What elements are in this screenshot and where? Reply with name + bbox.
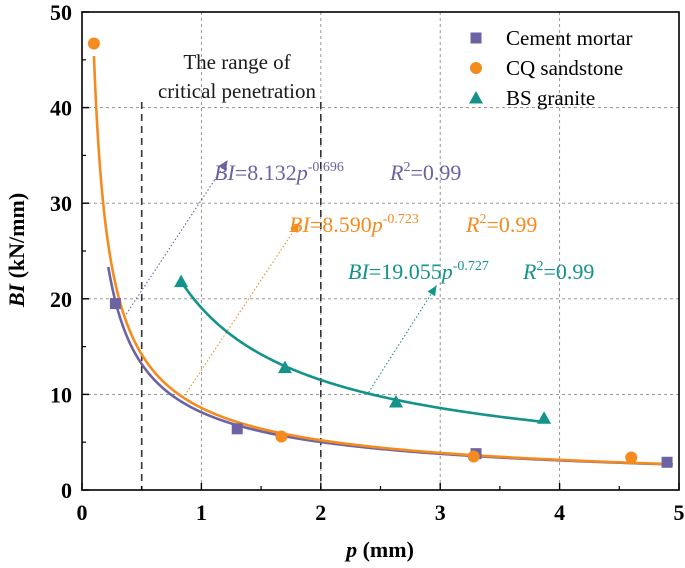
r-sup: 2 bbox=[536, 259, 543, 274]
r-label: R bbox=[465, 212, 480, 237]
r-squared-1: R2=0.99 bbox=[465, 212, 537, 237]
equation-2: BI=19.055p-0.727 bbox=[348, 259, 489, 284]
data-point-1-0 bbox=[87, 37, 100, 50]
y-tick-label: 10 bbox=[50, 382, 72, 407]
equation-arrow-1 bbox=[184, 222, 300, 396]
data-point-0-1 bbox=[231, 423, 243, 435]
x-tick-label: 1 bbox=[196, 500, 207, 525]
equation-0: BI=8.132p-0.696 bbox=[214, 160, 344, 185]
range-annotation: The range of critical penetration bbox=[158, 50, 317, 103]
equation-arrowhead-0 bbox=[218, 160, 228, 172]
eq-exp: -0.696 bbox=[308, 160, 344, 175]
fit-curve-1 bbox=[92, 55, 674, 466]
eq-var: p bbox=[295, 160, 308, 185]
y-axis-label-var: BI bbox=[4, 282, 29, 308]
eq-coef: 8.590 bbox=[322, 212, 372, 237]
eq-exp: -0.723 bbox=[383, 212, 419, 227]
eq-exp: -0.727 bbox=[453, 259, 489, 274]
fit-curves bbox=[92, 55, 674, 466]
data-points bbox=[87, 37, 673, 468]
x-tick-label: 3 bbox=[435, 500, 446, 525]
eq-equals: = bbox=[235, 160, 247, 185]
y-tick-label: 40 bbox=[50, 96, 72, 121]
y-tick-label: 50 bbox=[50, 0, 72, 25]
eq-var: p bbox=[370, 212, 383, 237]
r-label: R bbox=[389, 160, 404, 185]
x-tick-label: 5 bbox=[674, 500, 685, 525]
eq-lhs: BI bbox=[348, 259, 370, 284]
eq-lhs: BI bbox=[214, 160, 236, 185]
r-squared-0: R2=0.99 bbox=[389, 160, 461, 185]
grid bbox=[82, 12, 679, 490]
eq-equals: = bbox=[369, 259, 381, 284]
legend-label-1: CQ sandstone bbox=[506, 56, 623, 80]
x-axis-label-var: p bbox=[344, 537, 357, 562]
eq-coef: 19.055 bbox=[381, 259, 442, 284]
r-label: R bbox=[522, 259, 537, 284]
legend-marker-0 bbox=[470, 32, 482, 44]
eq-equals: = bbox=[310, 212, 322, 237]
equation-arrows bbox=[125, 159, 438, 396]
eq-var: p bbox=[440, 259, 453, 284]
annotation-range-line1: The range of bbox=[183, 50, 290, 74]
r-val: =0.99 bbox=[486, 212, 537, 237]
x-axis-label: p (mm) bbox=[344, 537, 414, 562]
data-point-1-2 bbox=[467, 450, 480, 463]
equation-arrow-2 bbox=[368, 285, 438, 393]
fit-curve-2 bbox=[180, 280, 545, 424]
y-axis-label-unit: (kN/mm) bbox=[4, 193, 29, 284]
data-point-2-1 bbox=[277, 360, 292, 374]
eq-lhs: BI bbox=[289, 212, 311, 237]
data-point-0-0 bbox=[109, 298, 121, 310]
eq-coef: 8.132 bbox=[247, 160, 297, 185]
data-point-1-1 bbox=[275, 430, 288, 443]
r-squared-2: R2=0.99 bbox=[522, 259, 594, 284]
legend: Cement mortar CQ sandstone BS granite bbox=[469, 26, 633, 110]
equation-1: BI=8.590p-0.723 bbox=[289, 212, 419, 237]
equation-arrowhead-1 bbox=[290, 222, 300, 234]
equation-arrow-0 bbox=[125, 159, 229, 315]
equation-arrowhead-2 bbox=[427, 285, 437, 297]
x-axis-label-unit: (mm) bbox=[357, 537, 414, 562]
data-point-2-2 bbox=[389, 395, 404, 408]
legend-marker-1 bbox=[470, 62, 482, 74]
r-sup: 2 bbox=[403, 160, 410, 175]
data-point-0-3 bbox=[661, 456, 673, 468]
axes bbox=[81, 11, 680, 491]
y-axis-label: BI (kN/mm) bbox=[4, 193, 29, 308]
data-point-2-3 bbox=[537, 411, 552, 424]
legend-marker-2 bbox=[469, 91, 483, 104]
r-val: =0.99 bbox=[543, 259, 594, 284]
y-tick-label: 30 bbox=[50, 191, 72, 216]
x-tick-label: 4 bbox=[554, 500, 565, 525]
data-point-1-3 bbox=[625, 451, 638, 464]
r-sup: 2 bbox=[479, 212, 486, 227]
y-tick-label: 20 bbox=[50, 287, 72, 312]
legend-label-2: BS granite bbox=[506, 86, 595, 110]
annotation-range-line2: critical penetration bbox=[158, 79, 317, 103]
legend-label-0: Cement mortar bbox=[506, 26, 633, 50]
r-val: =0.99 bbox=[410, 160, 461, 185]
x-tick-label: 0 bbox=[77, 500, 88, 525]
data-point-2-0 bbox=[174, 274, 189, 288]
critical-range-lines bbox=[140, 102, 322, 490]
x-tick-label: 2 bbox=[315, 500, 326, 525]
y-tick-label: 0 bbox=[61, 478, 72, 503]
